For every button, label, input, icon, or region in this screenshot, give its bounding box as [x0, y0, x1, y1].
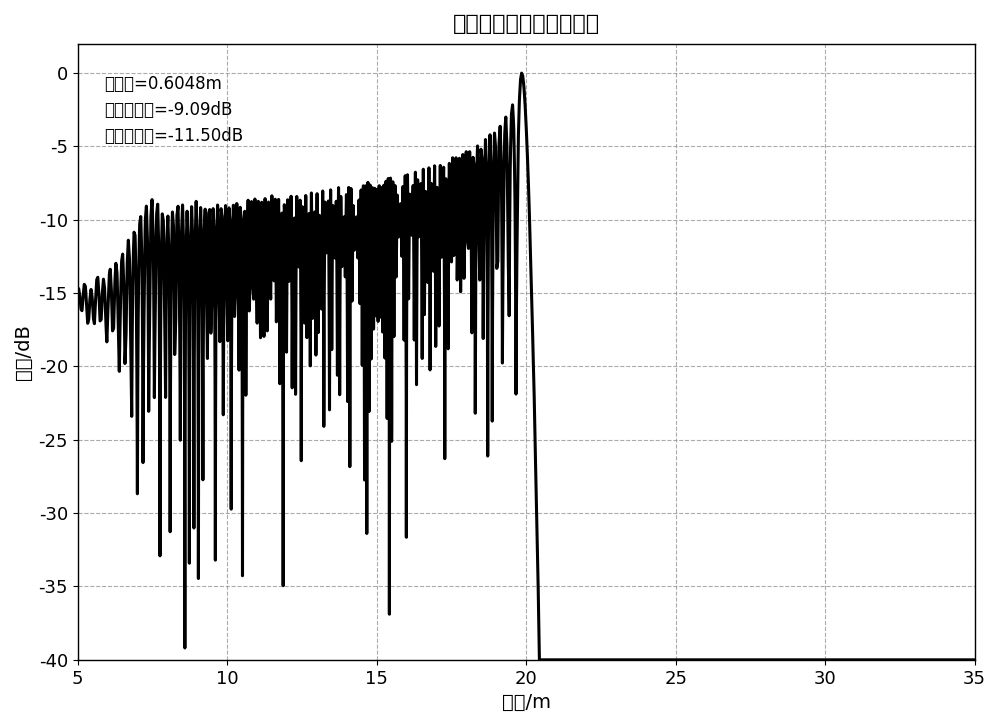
X-axis label: 距离/m: 距离/m [502, 693, 551, 712]
Title: 一次校正的脉冲压缩效果: 一次校正的脉冲压缩效果 [453, 14, 600, 34]
Text: 分辨率=0.6048m
峰值旁瓣比=-9.09dB
积分旁瓣比=-11.50dB: 分辨率=0.6048m 峰值旁瓣比=-9.09dB 积分旁瓣比=-11.50dB [105, 75, 244, 145]
Y-axis label: 幅度/dB: 幅度/dB [14, 324, 33, 380]
